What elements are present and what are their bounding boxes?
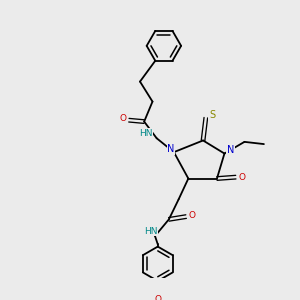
Text: HN: HN <box>144 226 158 236</box>
Text: O: O <box>154 295 162 300</box>
Text: N: N <box>167 144 175 154</box>
Text: O: O <box>119 114 126 123</box>
Text: O: O <box>238 172 245 182</box>
Text: O: O <box>189 211 196 220</box>
Text: HN: HN <box>140 129 153 138</box>
Text: N: N <box>227 145 234 155</box>
Text: S: S <box>209 110 215 120</box>
